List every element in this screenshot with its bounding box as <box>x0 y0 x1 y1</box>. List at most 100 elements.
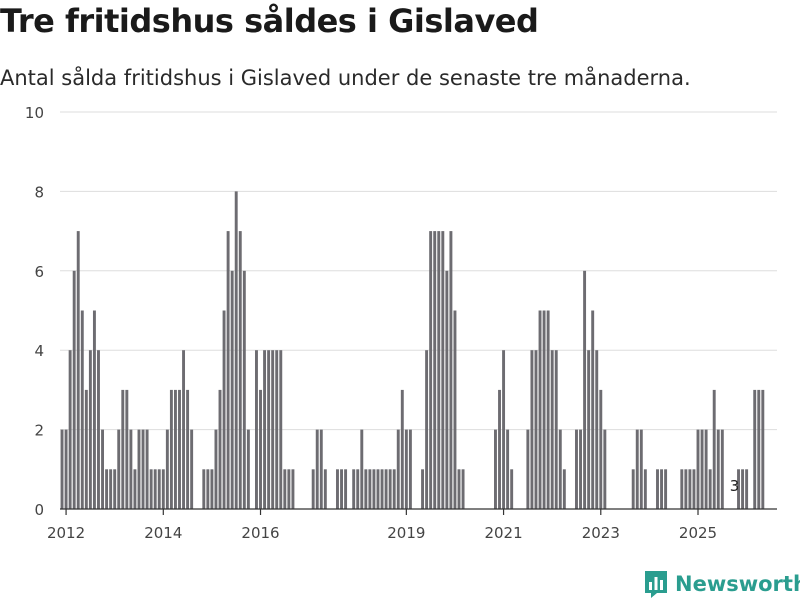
bar <box>591 310 595 509</box>
x-tick-label-2016: 2016 <box>241 524 279 542</box>
bar <box>639 429 643 509</box>
bar <box>558 429 562 509</box>
bar <box>255 350 258 509</box>
bar <box>267 350 271 509</box>
bar <box>117 429 121 509</box>
bar <box>372 469 376 509</box>
bar <box>315 429 319 509</box>
bar <box>238 231 242 509</box>
annotation-label: 3 <box>730 477 740 495</box>
bar <box>550 350 554 509</box>
bar <box>340 469 343 509</box>
bar <box>234 191 238 509</box>
bar <box>92 310 96 509</box>
x-tick-label-2019: 2019 <box>387 524 425 542</box>
bar <box>319 429 323 509</box>
bar <box>368 469 372 509</box>
bar <box>392 469 396 509</box>
bar <box>88 350 92 509</box>
bar <box>84 389 88 509</box>
bar <box>125 389 129 509</box>
bar <box>210 469 214 509</box>
bar <box>437 231 441 509</box>
y-tick-label-4: 4 <box>34 342 44 360</box>
bar <box>271 350 275 509</box>
bar <box>153 469 157 509</box>
bar <box>506 429 510 509</box>
bar <box>712 389 716 509</box>
bar <box>433 231 437 509</box>
bar <box>388 469 392 509</box>
bar <box>425 350 429 509</box>
bar <box>534 350 538 509</box>
bar <box>291 469 295 509</box>
y-tick-label-6: 6 <box>34 263 44 281</box>
bar <box>603 429 607 509</box>
bar <box>494 429 497 509</box>
bar <box>137 429 141 509</box>
bar <box>408 429 412 509</box>
bar <box>263 350 267 509</box>
bar <box>344 469 348 509</box>
bar <box>97 350 100 509</box>
bar <box>72 270 76 509</box>
bar <box>186 389 190 509</box>
bar <box>445 270 449 509</box>
bar <box>502 350 506 509</box>
bar <box>173 389 177 509</box>
bar <box>441 231 445 509</box>
bar <box>364 469 368 509</box>
bar <box>680 469 684 509</box>
bar <box>133 469 137 509</box>
bar <box>575 429 578 509</box>
bar <box>404 429 408 509</box>
bar <box>242 270 246 509</box>
bar <box>246 429 250 509</box>
y-tick-label-2: 2 <box>34 422 44 440</box>
bar <box>356 469 360 509</box>
bar <box>660 469 664 509</box>
bar <box>716 429 720 509</box>
bar <box>360 429 364 509</box>
bar <box>279 350 283 509</box>
bar <box>741 469 745 509</box>
bar <box>275 350 279 509</box>
bar <box>352 469 356 509</box>
bar <box>761 389 765 509</box>
bar <box>182 350 186 509</box>
bar <box>498 389 501 509</box>
bar <box>684 469 688 509</box>
bar <box>542 310 546 509</box>
bar <box>149 469 153 509</box>
x-tick-label-2023: 2023 <box>582 524 620 542</box>
brand-name: Newsworthy <box>675 572 800 596</box>
bar <box>76 231 80 509</box>
bar <box>80 310 84 509</box>
y-tick-label-10: 10 <box>25 104 44 122</box>
y-tick-label-0: 0 <box>34 501 44 519</box>
newsworthy-logo: Newsworthy <box>643 569 800 599</box>
x-tick-label-2012: 2012 <box>47 524 85 542</box>
bar <box>178 389 181 509</box>
bar <box>165 429 169 509</box>
bar <box>554 350 558 509</box>
bar <box>202 469 206 509</box>
bar <box>708 469 712 509</box>
bar <box>287 469 291 509</box>
bar <box>526 429 530 509</box>
bar <box>64 429 68 509</box>
bar <box>631 469 635 509</box>
bar <box>283 469 287 509</box>
bar <box>169 389 173 509</box>
bar <box>538 310 542 509</box>
bar <box>757 389 761 509</box>
bar <box>222 310 226 509</box>
bar <box>396 429 400 509</box>
x-tick-label-2014: 2014 <box>144 524 182 542</box>
bar <box>400 389 404 509</box>
bar <box>587 350 591 509</box>
bar <box>190 429 194 509</box>
bar <box>60 429 64 509</box>
bar <box>323 469 327 509</box>
bar <box>206 469 210 509</box>
